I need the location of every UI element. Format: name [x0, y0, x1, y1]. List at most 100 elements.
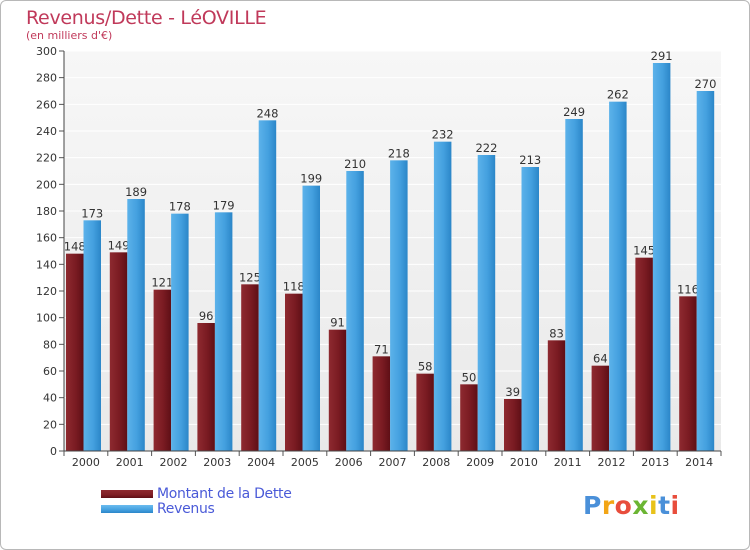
chart-legend: Montant de la Dette Revenus: [101, 485, 292, 517]
data-label-dette: 91: [330, 316, 345, 330]
data-label-revenus: 291: [651, 49, 673, 63]
bar-revenus: [171, 213, 189, 451]
bar-revenus: [83, 220, 101, 451]
bar-dette: [372, 356, 391, 451]
bar-dette: [591, 365, 610, 451]
x-tick-label: 2007: [379, 456, 407, 469]
y-tick-label: 180: [36, 205, 57, 218]
data-label-revenus: 189: [125, 185, 147, 199]
data-label-dette: 116: [677, 282, 699, 296]
y-tick-label: 240: [36, 125, 57, 138]
x-tick-label: 2004: [247, 456, 275, 469]
x-tick-label: 2005: [291, 456, 319, 469]
bar-dette: [109, 252, 128, 451]
bar-dette: [197, 323, 215, 451]
proxiti-logo: Proxiti: [583, 491, 680, 520]
legend-swatch-revenus: [101, 504, 153, 513]
bar-dette: [635, 257, 653, 451]
x-tick-label: 2001: [116, 456, 144, 469]
logo-letter: t: [658, 491, 671, 520]
logo-letter: i: [670, 491, 680, 520]
data-label-dette: 71: [374, 342, 389, 356]
bar-revenus: [302, 185, 320, 451]
y-tick-label: 100: [36, 312, 57, 325]
logo-letter: x: [632, 491, 649, 520]
bar-revenus: [214, 212, 233, 451]
y-tick-label: 220: [36, 152, 57, 165]
y-tick-label: 80: [43, 338, 57, 351]
x-tick-label: 2003: [203, 456, 231, 469]
legend-item-revenus: Revenus: [101, 500, 292, 517]
logo-letter: r: [601, 491, 615, 520]
bar-revenus: [390, 160, 408, 452]
data-label-dette: 64: [593, 352, 608, 366]
x-tick-label: 2009: [466, 456, 494, 469]
data-label-dette: 118: [283, 280, 305, 294]
bar-dette: [504, 399, 522, 451]
bar-revenus: [652, 63, 671, 451]
y-tick-label: 300: [36, 45, 57, 58]
logo-letter: i: [649, 491, 659, 520]
bar-dette: [285, 293, 303, 451]
data-label-dette: 50: [462, 370, 477, 384]
bar-dette: [241, 284, 259, 451]
data-label-dette: 145: [633, 244, 655, 258]
x-tick-label: 2010: [510, 456, 538, 469]
chart-subtitle: (en milliers d'€): [26, 29, 113, 42]
data-label-revenus: 270: [694, 77, 716, 91]
bar-revenus: [433, 141, 452, 451]
logo-letter: o: [614, 491, 633, 520]
data-label-dette: 58: [418, 360, 433, 374]
bar-dette: [66, 253, 84, 451]
y-tick-label: 140: [36, 258, 57, 271]
bar-dette: [547, 340, 566, 451]
data-label-dette: 96: [199, 309, 214, 323]
data-label-revenus: 179: [213, 198, 235, 212]
x-tick-label: 2000: [72, 456, 100, 469]
x-tick-label: 2013: [641, 456, 669, 469]
legend-label-revenus: Revenus: [157, 500, 215, 517]
bar-dette: [679, 296, 697, 451]
y-tick-label: 40: [43, 392, 57, 405]
bar-revenus: [565, 119, 583, 451]
y-tick-label: 120: [36, 285, 57, 298]
y-tick-label: 260: [36, 98, 57, 111]
data-label-revenus: 199: [300, 172, 322, 186]
y-tick-label: 160: [36, 232, 57, 245]
data-label-revenus: 249: [563, 105, 585, 119]
legend-label-dette: Montant de la Dette: [157, 485, 292, 502]
bar-dette: [416, 373, 434, 451]
legend-swatch-dette: [101, 489, 153, 498]
bar-revenus: [258, 120, 277, 451]
y-tick-label: 20: [43, 418, 57, 431]
x-tick-label: 2002: [160, 456, 188, 469]
x-tick-label: 2012: [598, 456, 626, 469]
data-label-dette: 83: [549, 326, 564, 340]
data-label-dette: 39: [505, 385, 520, 399]
x-tick-label: 2008: [422, 456, 450, 469]
y-tick-label: 200: [36, 178, 57, 191]
data-label-dette: 125: [239, 270, 261, 284]
bar-revenus: [477, 155, 496, 451]
x-tick-label: 2011: [554, 456, 582, 469]
bar-revenus: [346, 171, 364, 451]
bar-dette: [460, 384, 478, 451]
data-label-revenus: 262: [607, 88, 629, 102]
data-label-revenus: 178: [169, 200, 191, 214]
data-label-revenus: 210: [344, 157, 366, 171]
data-label-revenus: 222: [475, 141, 497, 155]
data-label-revenus: 248: [256, 106, 278, 120]
data-label-revenus: 232: [432, 128, 454, 142]
data-label-dette: 121: [151, 276, 173, 290]
data-label-revenus: 213: [519, 153, 541, 167]
x-tick-label: 2014: [685, 456, 713, 469]
bar-revenus: [696, 91, 715, 451]
data-label-dette: 149: [108, 238, 130, 252]
x-tick-label: 2006: [335, 456, 363, 469]
bar-revenus: [521, 167, 539, 451]
bar-revenus: [127, 199, 145, 451]
bar-dette: [153, 289, 172, 451]
chart-title: Revenus/Dette - LéOVILLE: [26, 7, 267, 29]
